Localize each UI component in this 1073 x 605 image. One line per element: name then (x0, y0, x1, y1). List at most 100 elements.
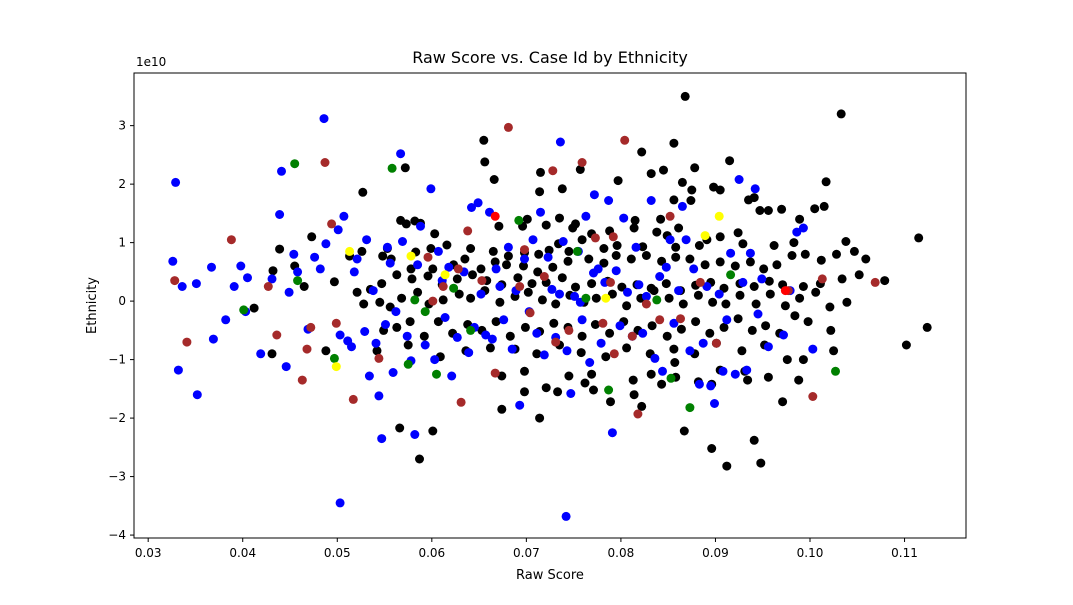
data-point (327, 219, 337, 229)
data-point (599, 244, 609, 253)
data-point (173, 365, 183, 375)
data-point (633, 409, 643, 419)
data-point (730, 369, 740, 379)
data-point (570, 291, 580, 301)
data-point (268, 266, 278, 276)
data-point (738, 277, 748, 287)
y-tick-label: −2 (108, 411, 126, 425)
data-points (168, 91, 932, 521)
data-point (861, 254, 871, 264)
data-point (596, 338, 606, 348)
data-point (671, 242, 681, 252)
data-point (817, 274, 827, 284)
data-point (590, 233, 600, 243)
data-point (544, 245, 554, 255)
data-point (734, 175, 744, 184)
data-point (440, 270, 450, 280)
data-point (798, 282, 808, 291)
data-point (374, 353, 384, 363)
data-point (576, 348, 586, 358)
data-point (352, 287, 362, 297)
data-point (685, 403, 695, 413)
x-tick-label: 0.03 (135, 546, 162, 560)
data-point (676, 324, 686, 334)
data-point (685, 346, 695, 356)
data-point (646, 169, 656, 179)
data-point (281, 362, 291, 372)
data-point (541, 220, 551, 230)
data-point (763, 372, 773, 382)
data-point (452, 274, 462, 284)
data-point (680, 91, 690, 101)
data-point (782, 355, 792, 365)
data-point (637, 147, 647, 157)
data-point (604, 385, 614, 395)
data-point (808, 392, 818, 401)
data-point (293, 276, 303, 286)
data-point (577, 235, 587, 245)
data-point (485, 343, 495, 353)
data-point (403, 340, 413, 350)
data-point (637, 401, 647, 411)
data-point (481, 330, 491, 340)
data-point (627, 331, 637, 341)
data-point (745, 248, 755, 258)
data-point (655, 315, 665, 325)
data-point (551, 299, 561, 309)
data-point (743, 375, 753, 385)
data-point (520, 245, 529, 255)
data-point (243, 273, 252, 283)
data-point (444, 262, 454, 272)
data-point (562, 346, 572, 356)
data-point (591, 293, 601, 303)
data-point (646, 196, 656, 205)
x-tick-label: 0.07 (513, 546, 540, 560)
data-point (686, 196, 696, 205)
data-point (321, 239, 331, 249)
x-tick-label: 0.08 (608, 546, 635, 560)
data-point (263, 282, 273, 291)
data-point (693, 290, 703, 300)
data-point (407, 274, 417, 284)
data-point (795, 214, 805, 224)
data-point (272, 330, 282, 340)
data-point (829, 346, 839, 356)
data-point (730, 261, 740, 271)
data-point (695, 277, 705, 287)
data-point (495, 282, 505, 291)
data-point (456, 397, 466, 407)
data-point (464, 348, 474, 358)
data-point (722, 461, 732, 471)
data-point (555, 137, 565, 147)
data-point (487, 334, 497, 344)
data-point (385, 258, 395, 268)
data-point (557, 184, 567, 194)
data-point (763, 342, 773, 352)
data-point (466, 244, 476, 253)
data-point (725, 156, 735, 166)
data-point (532, 328, 542, 338)
data-point (657, 379, 667, 389)
data-point (589, 385, 598, 395)
data-point (751, 299, 761, 309)
plot-area-frame (133, 72, 967, 539)
data-point (360, 327, 370, 336)
data-point (499, 315, 509, 325)
data-point (534, 249, 544, 259)
data-point (428, 426, 438, 436)
data-point (790, 311, 800, 321)
data-point (413, 287, 423, 297)
data-point (523, 287, 533, 297)
x-axis-ticks: 0.03 0.04 0.05 0.06 0.07 0.08 0.09 0.10 0.11 (135, 538, 918, 560)
data-point (778, 397, 788, 407)
data-point (391, 307, 401, 317)
data-point (584, 254, 594, 264)
data-point (669, 195, 679, 205)
data-point (665, 211, 675, 221)
data-point (503, 122, 513, 132)
data-point (449, 283, 459, 293)
data-point (491, 264, 501, 274)
data-point (601, 293, 611, 303)
y-tick-label: −1 (108, 353, 126, 367)
